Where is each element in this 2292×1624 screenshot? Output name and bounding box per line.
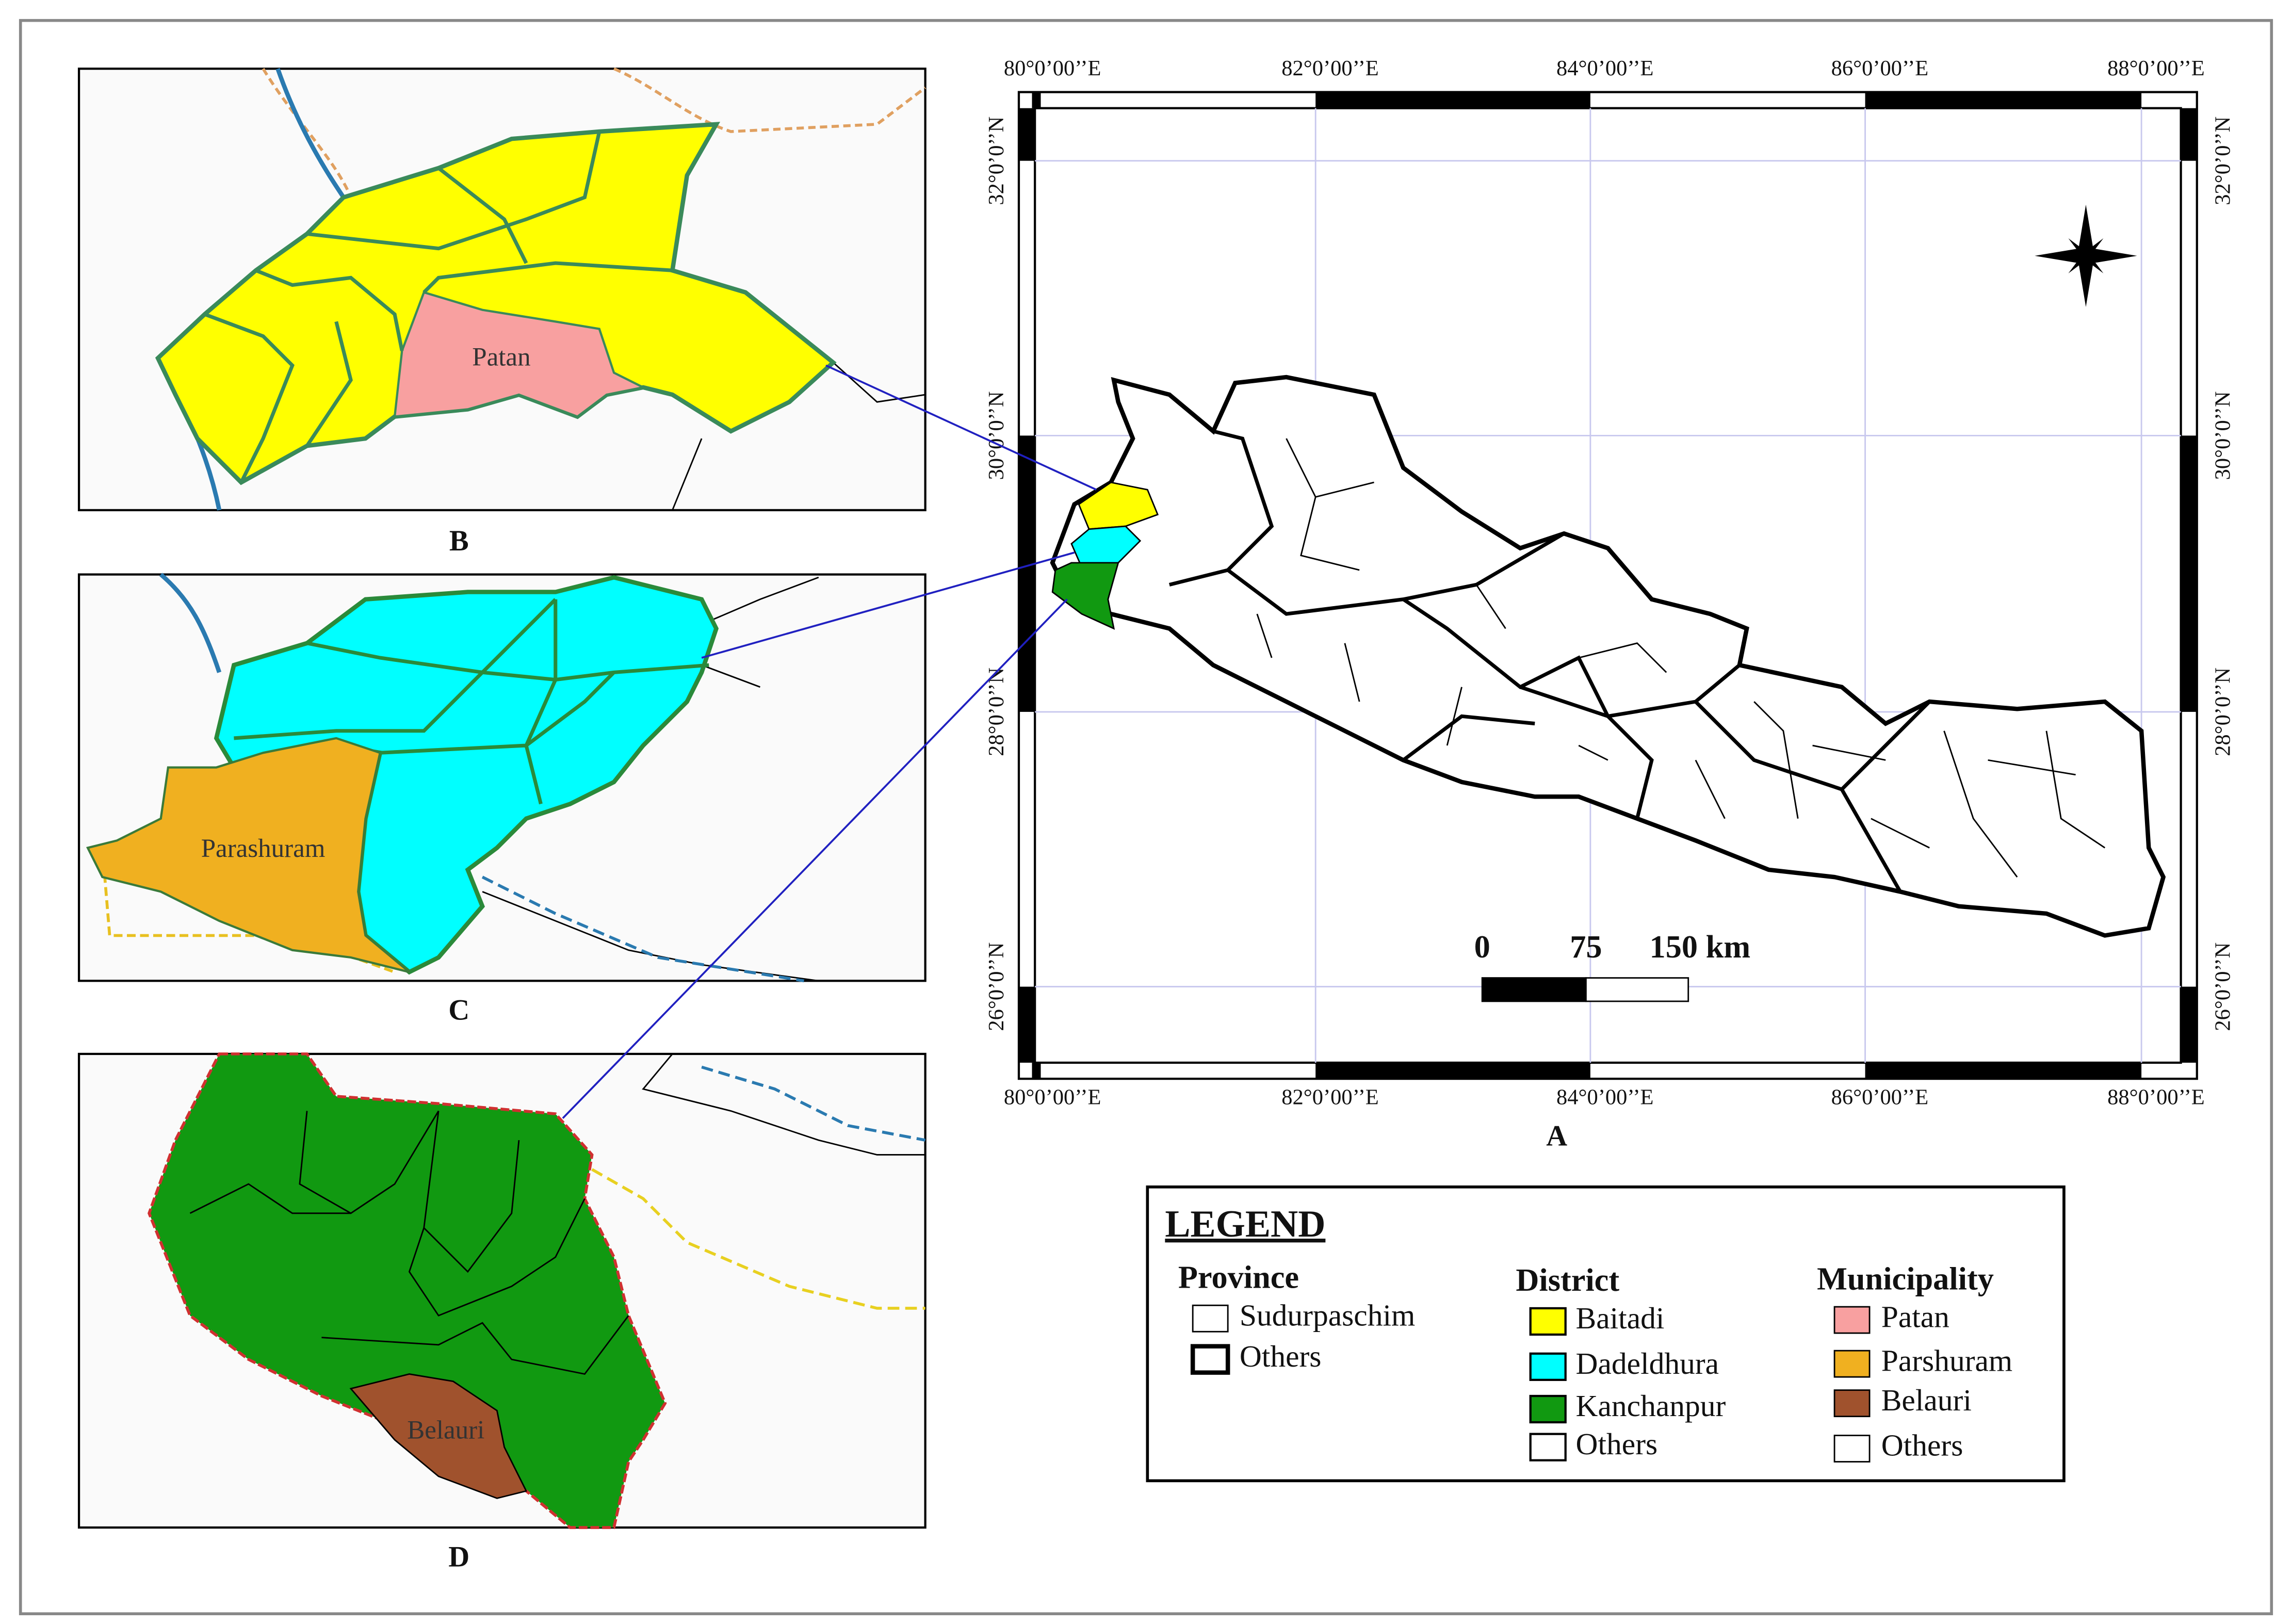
kanchanpur-district: [1051, 562, 1119, 630]
latitude-label: 26°0’0’’N: [2210, 943, 2235, 1031]
boundary: [701, 1065, 926, 1142]
legend-item: Sudurpaschim: [1240, 1298, 1415, 1332]
frame-bar: [2181, 986, 2197, 1063]
municipality-label: Belauri: [407, 1416, 484, 1445]
legend-heading: Municipality: [1817, 1261, 1994, 1296]
latitude-label: 26°0’0’’N: [984, 943, 1009, 1031]
latitude-label: 28°0’0’’N: [2210, 668, 2235, 756]
longitude-label: 84°0’00’’E: [1556, 1085, 1654, 1110]
legend-swatch: [1833, 1306, 1871, 1334]
legend-item: Patan: [1881, 1300, 1949, 1334]
panel-label: C: [448, 995, 469, 1027]
legend-item: Baitadi: [1576, 1301, 1665, 1335]
latitude-label: 32°0’0’’N: [2210, 117, 2235, 205]
legend-swatch: [1529, 1433, 1567, 1461]
panel-a: 0 75 150 km A 80°0’00’’E 80°0’00’’E 82°0’0…: [984, 56, 2235, 1152]
longitude-label: 88°0’00’’E: [2107, 1085, 2205, 1110]
longitude-label: 86°0’00’’E: [1831, 56, 1929, 80]
panel-c: Parashuram C: [77, 573, 926, 1027]
legend-swatch: [1529, 1394, 1567, 1424]
legend-heading: District: [1516, 1262, 1619, 1298]
frame-bar: [1315, 92, 1590, 108]
legend-title: LEGEND: [1165, 1203, 1325, 1245]
north-arrow-star: [2068, 238, 2104, 273]
scale-label: 150 km: [1650, 929, 1751, 965]
latitude-label: 30°0’0’’N: [2210, 391, 2235, 480]
longitude-label: 82°0’00’’E: [1281, 56, 1379, 80]
panel-label: A: [1546, 1120, 1567, 1152]
patan-municipality: [393, 291, 647, 418]
frame-bar: [2181, 108, 2197, 161]
legend-swatch: [1192, 1304, 1229, 1333]
legend-swatch: [1833, 1435, 1871, 1463]
scale-bar-black: [1481, 977, 1587, 1002]
parashuram-municipality: [86, 737, 410, 973]
boundary: [642, 1053, 925, 1156]
municipality-label: Patan: [472, 343, 530, 372]
municipality-boundary: [189, 1110, 629, 1375]
legend-swatch: [1529, 1307, 1567, 1336]
latitude-label: 28°0’0’’N: [984, 668, 1009, 756]
boundary: [101, 848, 396, 973]
district-boundary: [1256, 438, 2106, 878]
longitude-label: 84°0’00’’E: [1556, 56, 1654, 80]
longitude-label: 86°0’00’’E: [1831, 1085, 1929, 1110]
legend-item: Dadeldhura: [1576, 1346, 1719, 1381]
district-boundary: [234, 598, 709, 805]
boundary: [262, 67, 926, 198]
legend-item: Parshuram: [1881, 1343, 2012, 1377]
longitude-label: 80°0’00’’E: [1004, 56, 1101, 80]
frame-bar: [1032, 1062, 1041, 1079]
boundary: [481, 875, 804, 983]
longitude-label: 82°0’00’’E: [1281, 1085, 1379, 1110]
leader-line: [562, 364, 1097, 1119]
scale-bar-white: [1585, 977, 1689, 1002]
legend-item: Others: [1576, 1427, 1658, 1461]
scale-label: 75: [1570, 929, 1602, 965]
frame-bar: [1865, 92, 2142, 108]
river: [159, 573, 222, 673]
longitude-label: 88°0’00’’E: [2107, 56, 2205, 80]
legend-item: Others: [1881, 1428, 1963, 1463]
latitude-label: 30°0’0’’N: [984, 391, 1009, 480]
boundary: [482, 576, 819, 982]
belauri-municipality: [349, 1373, 528, 1499]
frame-bar: [2181, 435, 2197, 712]
legend-item: Kanchanpur: [1576, 1389, 1726, 1423]
scale-label: 0: [1474, 929, 1490, 965]
legend-heading: Province: [1178, 1259, 1299, 1295]
municipality-label: Parashuram: [201, 834, 326, 863]
frame-bar: [1018, 986, 1035, 1063]
legend-swatch: [1833, 1350, 1871, 1378]
frame-bar: [1018, 435, 1035, 712]
frame-bar: [1315, 1062, 1590, 1079]
frame-bar: [1032, 92, 1041, 108]
north-arrow: [2035, 204, 2137, 307]
legend-swatch: [1190, 1344, 1230, 1375]
legend-swatch: [1529, 1352, 1567, 1381]
legend-item: Others: [1240, 1339, 1322, 1373]
boundary: [591, 1168, 925, 1310]
panel-label: D: [448, 1541, 469, 1573]
legend-swatch: [1833, 1389, 1871, 1418]
legend-item: Belauri: [1881, 1383, 1972, 1417]
frame-bar: [1018, 108, 1035, 161]
legend-box: [1146, 1185, 2066, 1483]
kanchanpur-district: [148, 1052, 667, 1529]
panel-d: Belauri D: [77, 1052, 926, 1573]
district-boundary: [204, 131, 673, 483]
nepal-outline: [1050, 375, 2166, 938]
panel-label: B: [449, 525, 469, 557]
longitude-label: 80°0’00’’E: [1004, 1085, 1101, 1110]
panel-b: Patan B: [77, 67, 926, 557]
frame-bar: [1865, 1062, 2142, 1079]
latitude-label: 32°0’0’’N: [984, 117, 1009, 205]
